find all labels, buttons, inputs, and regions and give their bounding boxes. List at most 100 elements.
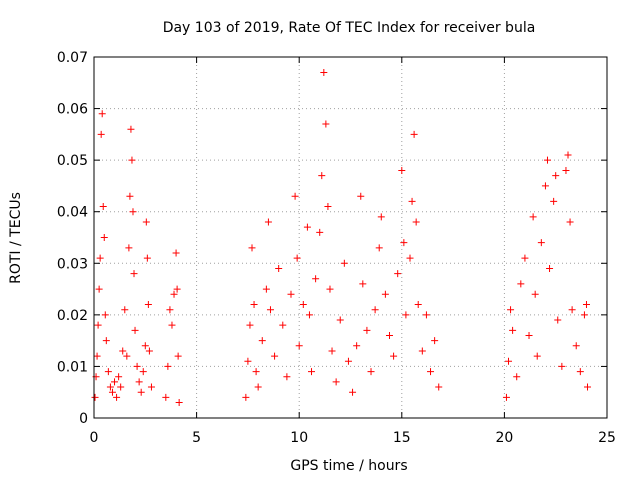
data-point [400,239,408,247]
data-point [97,130,105,138]
data-point [502,393,510,401]
data-point [505,357,513,365]
data-point [100,234,108,241]
data-point [332,378,340,386]
x-tick-label: 10 [290,430,308,446]
y-tick-label: 0.07 [57,50,88,66]
data-point [584,383,592,391]
y-tick-label: 0.03 [57,256,88,272]
data-point [349,388,357,396]
data-point [558,362,566,370]
data-point [340,259,348,267]
data-point [410,130,418,138]
data-point [101,311,109,319]
data-point [91,393,99,401]
data-point [283,373,291,381]
data-point [326,285,334,293]
data-point [242,393,250,401]
data-point [431,337,439,345]
data-point [106,383,114,391]
data-point [252,368,260,376]
data-point [295,342,303,350]
data-point [172,249,180,257]
data-point [525,331,533,339]
data-point [546,264,554,272]
data-point [322,120,330,128]
data-point [254,383,262,391]
data-point [168,321,176,329]
data-point [133,362,141,370]
y-axis-label: ROTI / TECUs [8,192,24,284]
data-point [121,306,129,314]
data-point [305,311,313,319]
data-point [173,285,181,293]
data-point [308,368,316,376]
data-point [435,383,443,391]
data-point [123,352,131,360]
data-point [381,290,389,298]
data-point [316,228,324,236]
data-point [398,166,406,174]
y-tick-label: 0.02 [57,308,88,324]
data-point [175,399,183,407]
data-point [99,203,107,211]
x-tick-label: 25 [598,430,616,446]
data-point [541,182,549,190]
plot-frame [93,56,608,419]
y-tick-label: 0.05 [57,153,88,169]
data-point [566,218,574,226]
x-tick-label: 15 [393,430,411,446]
data-point [166,306,174,314]
axis-ticks: 0 5 10 15 20 25 0 0.01 0.02 0.03 0.04 0.05 0.06 0.07 [57,50,616,446]
data-point [143,254,151,262]
data-point [414,301,422,309]
data-point [394,270,402,278]
data-point [412,218,420,226]
y-tick-label: 0.04 [57,205,88,221]
x-axis-label: GPS time / hours [290,458,407,474]
data-point [279,321,287,329]
data-point [303,223,311,231]
data-point [125,244,133,252]
data-point [174,352,182,360]
data-point [552,172,560,180]
data-point [357,192,365,200]
data-point [318,172,326,180]
data-point [580,311,588,319]
data-point [320,68,328,76]
data-point [328,347,336,355]
data-point [266,306,274,314]
data-point [537,239,545,247]
data-point [363,326,371,334]
data-point [271,352,279,360]
data-point [141,342,149,350]
data-point [135,378,143,386]
data-point [406,254,414,262]
data-point [244,357,252,365]
data-point [517,280,525,288]
data-point [402,311,410,319]
data-point [390,352,398,360]
data-point [533,352,541,360]
data-point [312,275,320,283]
data-point [93,352,101,360]
data-point [258,337,266,345]
data-point [128,156,136,164]
data-point [344,357,352,365]
data-point [418,347,426,355]
data-point [371,306,379,314]
data-point [250,301,258,309]
data-point [104,368,112,376]
data-point [562,166,570,174]
data-point [130,270,138,278]
data-point [170,290,178,298]
data-point [353,342,361,350]
x-tick-label: 20 [495,430,513,446]
data-point [287,290,295,298]
y-tick-label: 0 [79,411,88,427]
y-tick-label: 0.01 [57,359,88,375]
data-point [582,301,590,309]
chart-title: Day 103 of 2019, Rate Of TEC Index for r… [163,20,536,36]
data-point [367,368,375,376]
